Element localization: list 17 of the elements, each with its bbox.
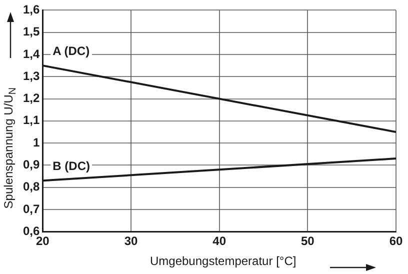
y-tick-label: 1: [32, 135, 40, 150]
y-tick-label: 1,3: [22, 68, 40, 83]
y-tick-label: 0,7: [22, 202, 40, 216]
y-tick-label: 0,9: [22, 157, 40, 172]
y-tick-label: 1,2: [22, 91, 40, 106]
x-tick-label: 50: [300, 234, 315, 248]
y-tick-label: 0,8: [22, 180, 40, 194]
series-label: A (DC): [52, 44, 90, 58]
y-tick-label: 1,6: [22, 2, 40, 17]
y-tick-label: 1,4: [22, 46, 40, 61]
x-tick-label: 60: [389, 234, 403, 248]
x-tick-label: 40: [212, 234, 226, 248]
y-tick-label: 1,5: [22, 24, 40, 39]
series-label: B (DC): [52, 158, 90, 173]
x-tick-label: 30: [124, 234, 138, 248]
y-tick-label: 1,1: [22, 113, 40, 128]
x-axis-title: Umgebungstemperatur [°C]: [150, 254, 296, 268]
